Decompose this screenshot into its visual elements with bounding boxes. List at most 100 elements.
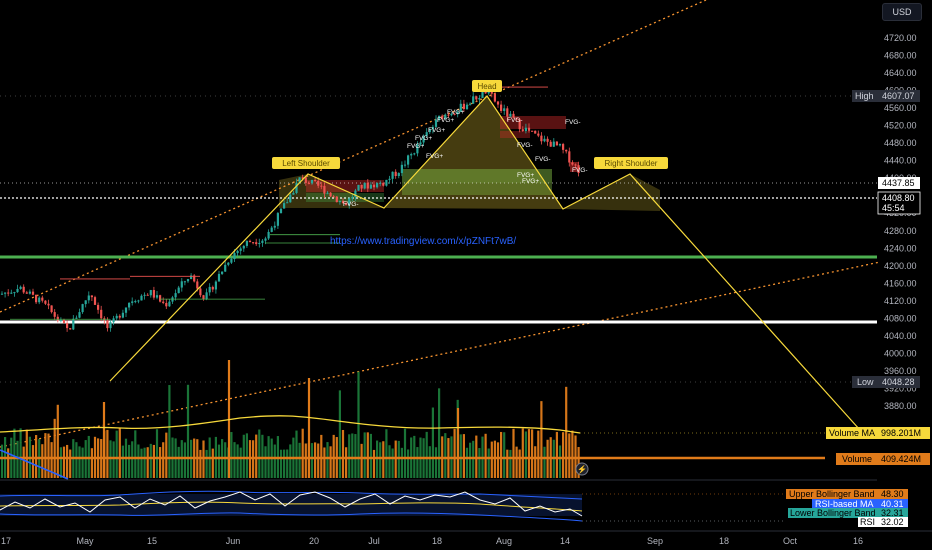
candle-body [236,250,239,254]
candle-body [534,130,537,134]
candle-body [202,295,205,300]
price-tick-label: 4160.00 [884,278,917,288]
volume-bar [177,446,180,478]
svg-text:Head: Head [477,82,496,91]
volume-bar [62,446,66,478]
head-label[interactable]: Head [472,80,502,92]
low-tag: Low 4048.28 [852,376,920,388]
candle-body [239,248,242,251]
candle-body [527,127,531,131]
rsi-ma-tag: RSI-based MA 40.31 [812,499,908,509]
candle-body [394,171,397,176]
fvg-label: FVG+ [517,172,534,179]
candle-body [484,90,487,94]
svg-text:Lower Bollinger Band: Lower Bollinger Band [790,508,876,518]
candle-body [335,196,338,203]
high-tag: High 4607.07 [852,90,920,102]
candle-body [332,196,335,198]
volume-bar [456,408,460,478]
candle-body [503,108,506,111]
currency-button[interactable]: USD [882,3,922,21]
right-shoulder-fill [563,174,660,211]
volume-bar [391,448,394,478]
volume-bar [369,433,372,478]
candle-body [97,304,100,310]
volume-bar [444,433,447,478]
fvg-label: FVG+ [415,135,432,142]
volume-bar [515,446,518,478]
volume-bar [199,449,202,478]
candle-body [273,225,276,228]
snapshot-url[interactable]: https://www.tradingview.com/x/pZNFt7wB/ [330,236,516,247]
volume-bar [345,447,348,478]
volume-bar [69,449,72,478]
volume-bar [462,434,465,478]
volume-bar [453,428,456,478]
right-shoulder-label[interactable]: Right Shoulder [594,157,668,169]
volume-bar [317,443,320,478]
volume-bar [379,442,382,478]
volume-bar [183,442,186,478]
candle-body [16,288,19,293]
candle-body [469,103,472,105]
svg-text:Upper Bollinger Band: Upper Bollinger Band [789,489,875,499]
volume-bar [434,447,438,478]
candle-body [53,312,56,317]
candle-body [87,295,90,301]
candle-body [360,184,363,189]
volume-bar [289,444,292,478]
candle-body [81,304,84,313]
candle-body [112,318,115,323]
volume-bar [81,447,84,478]
candle-body [376,182,379,188]
candles [0,85,580,332]
candle-body [28,291,31,294]
candle-body [562,144,565,150]
volume-bar [149,443,152,478]
volume-bar [118,428,121,478]
volume-bar [121,445,124,478]
candle-body [521,129,524,132]
candle-body [317,180,320,186]
volume-bar [493,440,496,478]
volume-bar [555,431,558,478]
candle-body [78,312,81,318]
upper-trendline[interactable] [0,0,707,313]
volume-bar [500,431,503,478]
price-tick-label: 4680.00 [884,51,917,61]
price-tick-label: 4240.00 [884,243,917,253]
candle-body [307,182,310,184]
candle-body [214,281,217,290]
rsi-band-fill [0,494,582,516]
time-axis[interactable]: 17 May 15 Jun 20 Jul 18 Aug 14 Sep 18 Oct 16 [1,536,863,546]
candle-body [279,208,283,214]
volume-bar [310,443,314,478]
volume-bar [372,449,376,478]
candle-body [38,297,41,303]
time-tick-label: 18 [719,536,729,546]
candle-body [385,179,388,186]
candle-body [134,301,137,303]
candle-body [338,200,341,203]
candle-body [450,113,453,116]
price-tick-label: 4720.00 [884,33,917,43]
candle-body [320,185,323,187]
volume-bar [307,378,311,478]
candle-body [199,288,202,296]
candle-body [574,164,577,166]
volume-bar [397,440,400,478]
volume-bar [295,430,298,478]
lightning-icon[interactable]: ⚡ [575,462,589,476]
price-tick-label: 4560.00 [884,103,917,113]
svg-text:4408.80: 4408.80 [882,193,915,203]
candle-body [41,297,44,301]
volume-bar [314,442,317,478]
volume-bar [503,432,506,478]
left-shoulder-label[interactable]: Left Shoulder [272,157,340,169]
candle-body [109,322,112,329]
fvg-label: FVG+ [437,117,454,124]
candle-body [205,292,208,300]
head-and-shoulders-pattern[interactable] [109,95,861,431]
volume-bar [258,429,261,478]
